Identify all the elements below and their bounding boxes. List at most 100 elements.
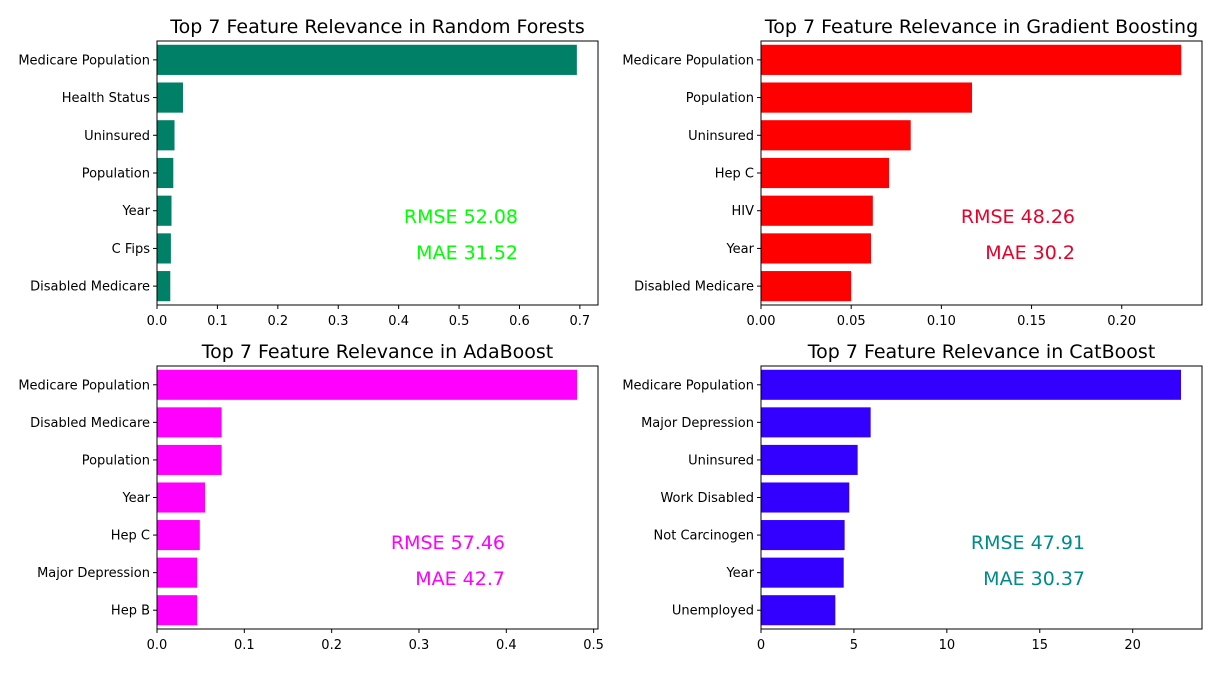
bar (157, 44, 577, 75)
bar (761, 157, 890, 189)
x-tick-label: 0.4 (388, 314, 409, 329)
bar (761, 271, 852, 302)
bar (157, 557, 198, 588)
chart-panel-1: Top 7 Feature Relevance in Random Forest… (18, 16, 599, 329)
category-label: Medicare Population (18, 378, 150, 393)
bar (157, 520, 200, 551)
category-label: Medicare Population (18, 53, 150, 68)
chart-panel-2: Top 7 Feature Relevance in Gradient Boos… (622, 16, 1203, 329)
category-label: Year (725, 242, 754, 257)
chart-title: Top 7 Feature Relevance in CatBoost (807, 341, 1156, 363)
chart-title: Top 7 Feature Relevance in Random Forest… (169, 16, 584, 38)
chart-title: Top 7 Feature Relevance in Gradient Boos… (764, 16, 1198, 38)
bar (157, 82, 183, 113)
mae-annotation: MAE 30.37 (983, 568, 1085, 590)
bar (761, 82, 973, 113)
category-label: C Fips (112, 242, 151, 257)
bar (761, 520, 845, 551)
bar (157, 195, 172, 226)
bar (157, 595, 198, 626)
category-label: Population (686, 91, 754, 106)
category-label: Uninsured (688, 129, 754, 144)
category-label: Work Disabled (660, 491, 754, 506)
bar (761, 482, 850, 513)
x-tick-label: 0.1 (234, 638, 255, 653)
bar (761, 595, 836, 626)
x-tick-label: 0.4 (496, 638, 517, 653)
x-tick-label: 0.15 (1017, 314, 1046, 329)
x-tick-label: 0.5 (449, 314, 470, 329)
category-label: Medicare Population (622, 378, 754, 393)
x-tick-label: 0.7 (570, 314, 591, 329)
bar (761, 407, 871, 438)
bar (761, 444, 858, 475)
x-tick-label: 0.00 (747, 314, 776, 329)
bar (761, 44, 1182, 75)
bar (157, 482, 206, 513)
x-tick-label: 0.20 (1107, 314, 1136, 329)
rmse-annotation: RMSE 57.46 (391, 532, 505, 554)
x-tick-label: 0.1 (207, 314, 228, 329)
category-label: Disabled Medicare (30, 416, 150, 431)
category-label: Disabled Medicare (634, 280, 754, 295)
x-tick-label: 20 (1124, 638, 1141, 653)
chart-title: Top 7 Feature Relevance in AdaBoost (201, 341, 554, 363)
category-label: Hep B (111, 604, 150, 619)
category-label: Year (121, 204, 150, 219)
x-tick-label: 0.3 (328, 314, 349, 329)
category-label: Health Status (62, 91, 150, 106)
x-tick-label: 0.0 (147, 314, 168, 329)
x-tick-label: 0 (757, 638, 765, 653)
mae-annotation: MAE 30.2 (985, 242, 1075, 264)
bar (157, 233, 171, 264)
category-label: Uninsured (688, 453, 754, 468)
chart-panel-4: Top 7 Feature Relevance in CatBoost Medic… (622, 341, 1203, 653)
category-label: Year (725, 566, 754, 581)
x-tick-label: 0.6 (509, 314, 530, 329)
rmse-annotation: RMSE 47.91 (971, 532, 1085, 554)
mae-annotation: MAE 31.52 (416, 242, 518, 264)
bar (761, 120, 911, 151)
mae-annotation: MAE 42.7 (415, 568, 505, 590)
plot-frame (156, 40, 599, 306)
category-label: Hep C (111, 529, 150, 544)
x-tick-label: 0.10 (927, 314, 956, 329)
x-tick-label: 0.5 (583, 638, 604, 653)
category-label: HIV (731, 204, 754, 219)
bar (157, 444, 222, 475)
bar (761, 233, 872, 264)
category-label: Hep C (715, 167, 754, 182)
bar (761, 369, 1181, 400)
x-tick-label: 15 (1031, 638, 1048, 653)
category-label: Year (121, 491, 150, 506)
bar (157, 271, 171, 302)
chart-panel-3: Top 7 Feature Relevance in AdaBoost Medic… (18, 341, 604, 653)
category-label: Major Depression (37, 566, 150, 581)
rmse-annotation: RMSE 52.08 (404, 206, 518, 228)
bar (157, 369, 578, 400)
category-label: Unemployed (672, 604, 754, 619)
bar (157, 120, 175, 151)
plot-frame (760, 365, 1203, 630)
category-label: Population (82, 453, 150, 468)
plot-frame (156, 365, 599, 630)
category-label: Medicare Population (622, 53, 754, 68)
category-label: Uninsured (84, 129, 150, 144)
category-label: Population (82, 167, 150, 182)
x-tick-label: 0.0 (147, 638, 168, 653)
category-label: Not Carcinogen (654, 529, 754, 544)
rmse-annotation: RMSE 48.26 (961, 206, 1075, 228)
x-tick-label: 0.2 (321, 638, 342, 653)
bar (157, 407, 222, 438)
category-label: Disabled Medicare (30, 280, 150, 295)
x-tick-label: 0.2 (267, 314, 288, 329)
x-tick-label: 5 (850, 638, 858, 653)
bar (761, 195, 873, 226)
x-tick-label: 10 (939, 638, 956, 653)
plot-frame (760, 40, 1203, 306)
category-label: Major Depression (641, 416, 754, 431)
bar (761, 557, 844, 588)
x-tick-label: 0.05 (837, 314, 866, 329)
x-tick-label: 0.3 (409, 638, 430, 653)
